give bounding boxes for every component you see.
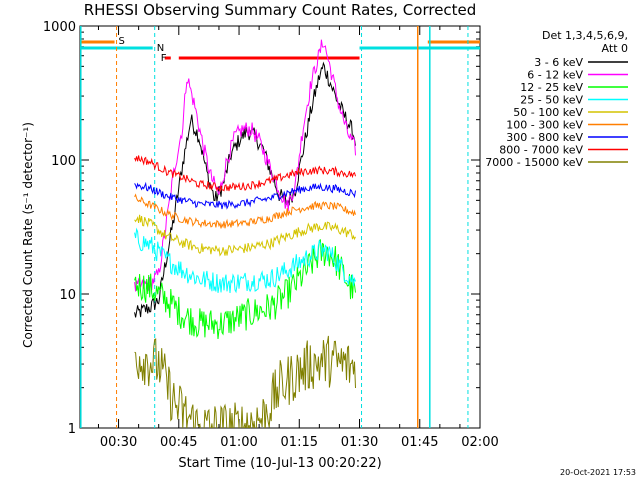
legend-label: 25 - 50 keV	[520, 94, 583, 107]
legend-label: 3 - 6 keV	[534, 56, 583, 69]
legend-header-attenuator: Att 0	[602, 42, 628, 55]
footer-date: 20-Oct-2021 17:53	[560, 468, 636, 477]
series-line-7	[134, 155, 356, 193]
legend-label: 12 - 25 keV	[520, 81, 583, 94]
y-tick-label: 1000	[43, 20, 76, 35]
series-group	[134, 39, 356, 428]
x-tick-label: 01:15	[281, 435, 318, 450]
legend-header-detectors: Det 1,3,4,5,6,9,	[542, 29, 628, 42]
legend-label: 7000 - 15000 keV	[485, 156, 583, 169]
x-tick-label: 01:00	[220, 435, 257, 450]
series-line-4	[134, 214, 356, 257]
y-tick-label: 10	[59, 288, 76, 303]
y-axis-label: Corrected Count Rate (s⁻¹ detector⁻¹)	[21, 122, 35, 348]
annotation-F: F	[161, 53, 167, 64]
x-tick-label: 00:45	[160, 435, 197, 450]
x-tick-label: 01:45	[401, 435, 438, 450]
x-tick-label: 00:30	[100, 435, 137, 450]
chart-title: RHESSI Observing Summary Count Rates, Co…	[84, 1, 477, 19]
legend-label: 6 - 12 keV	[527, 69, 583, 82]
x-tick-label: 01:30	[341, 435, 378, 450]
plot-frame	[79, 25, 481, 429]
series-line-6	[134, 181, 356, 210]
x-tick-label: 02:00	[461, 435, 498, 450]
series-line-8	[134, 335, 356, 428]
series-line-5	[134, 193, 356, 229]
y-tick-label: 100	[51, 154, 76, 169]
legend-label: 50 - 100 keV	[513, 106, 583, 119]
series-line-0	[134, 61, 356, 318]
y-tick-label: 1	[68, 422, 76, 437]
annotation-N: N	[157, 43, 164, 54]
annotation-S: S	[119, 36, 125, 47]
legend-label: 300 - 800 keV	[506, 131, 583, 144]
series-line-3	[134, 227, 356, 294]
x-axis-label: Start Time (10-Jul-13 00:20:22)	[178, 456, 381, 471]
plot-area: 1 10 100 1000 00:30 00:45 01:00 01:15 01:30 01:45…	[43, 20, 628, 450]
legend-label: 100 - 300 keV	[506, 119, 583, 132]
series-line-1	[134, 39, 356, 292]
legend-label: 800 - 7000 keV	[499, 144, 583, 157]
